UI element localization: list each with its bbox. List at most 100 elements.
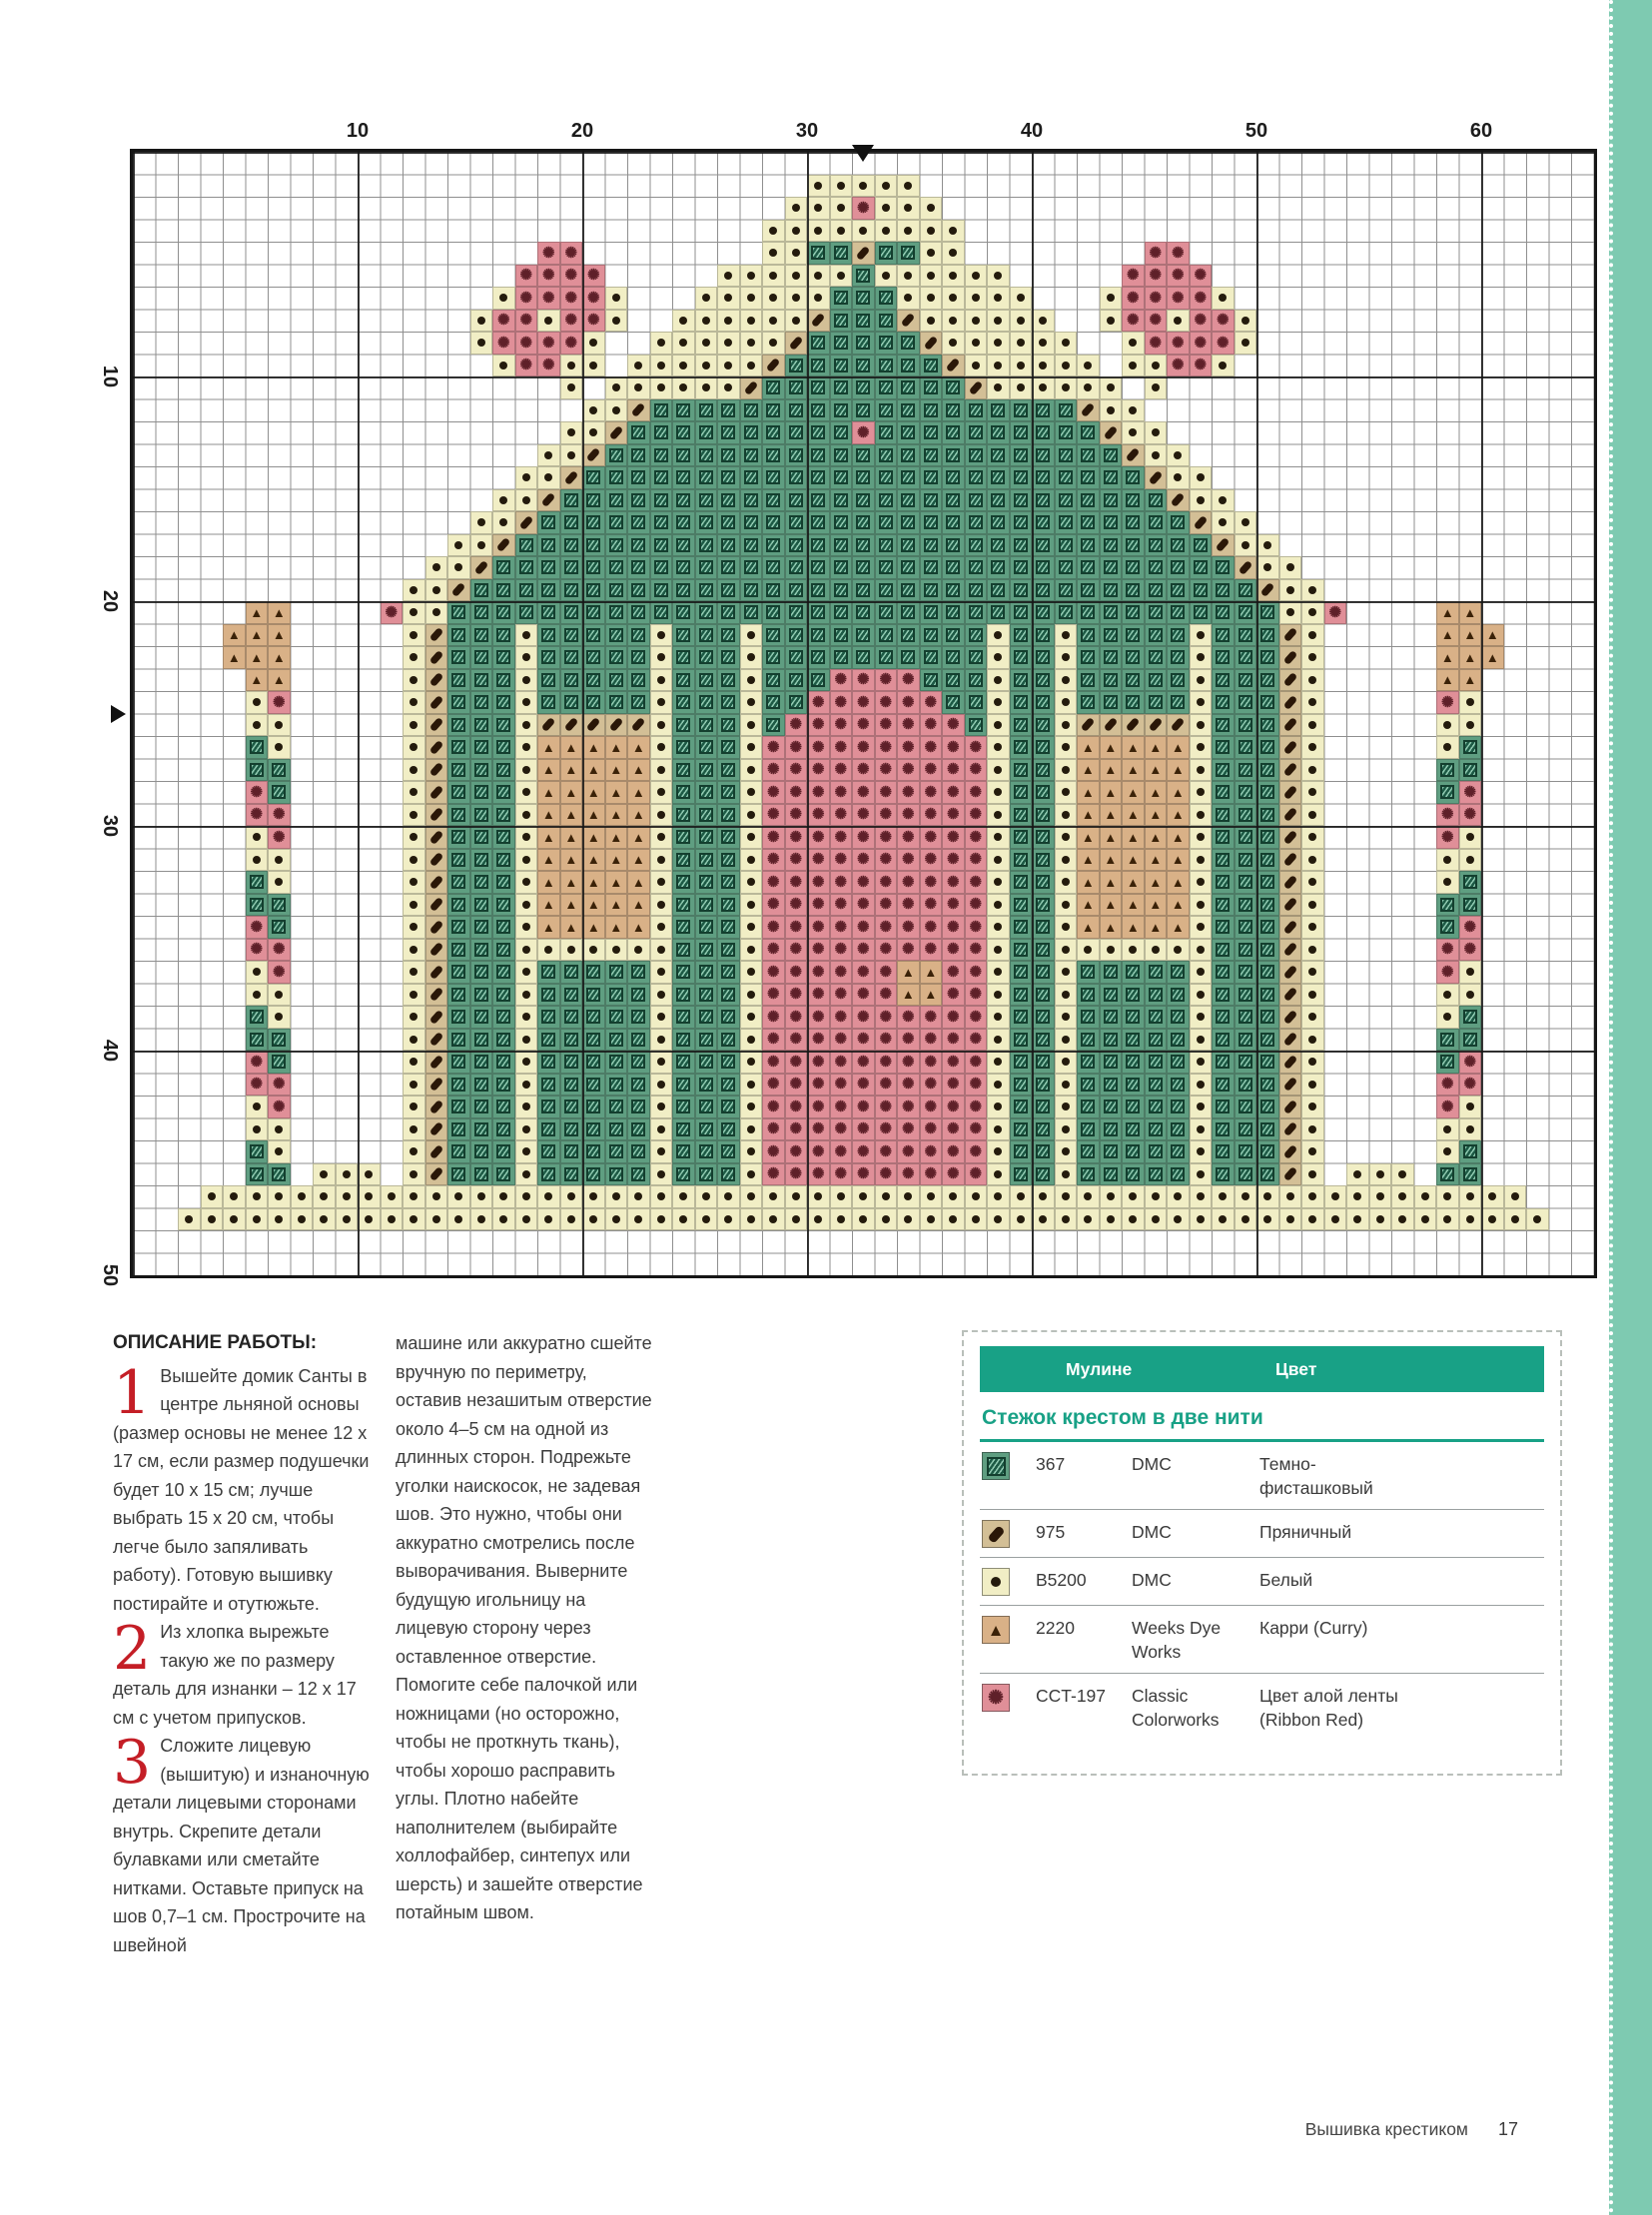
stitch-cell-W bbox=[268, 713, 291, 736]
stitch-cell-G bbox=[1077, 443, 1100, 466]
stitch-cell-C: ▲ bbox=[1458, 668, 1481, 691]
stitch-cell-G bbox=[447, 736, 470, 759]
stitch-cell-G bbox=[492, 601, 515, 624]
stitch-cell-G bbox=[1099, 466, 1122, 489]
stitch-cell-W bbox=[1436, 713, 1459, 736]
stitch-cell-G bbox=[672, 871, 695, 894]
stitch-cell-W bbox=[582, 1207, 605, 1230]
stitch-cell-W bbox=[1413, 1207, 1436, 1230]
stitch-cell-G bbox=[897, 511, 920, 534]
stitch-cell-C: ▲ bbox=[1144, 916, 1167, 939]
stitch-cell-P: ✺ bbox=[537, 287, 560, 310]
stitch-cell-G bbox=[807, 332, 830, 355]
stitch-cell-W bbox=[514, 1140, 537, 1163]
stitch-cell-W bbox=[739, 871, 762, 894]
stitch-cell-W bbox=[403, 736, 425, 759]
stitch-cell-G bbox=[1256, 736, 1279, 759]
stitch-cell-W bbox=[1032, 354, 1055, 376]
stitch-cell-G bbox=[469, 1140, 492, 1163]
stitch-cell-C: ▲ bbox=[582, 758, 605, 781]
stitch-cell-G bbox=[1234, 781, 1256, 804]
stitch-cell-W bbox=[403, 826, 425, 849]
stitch-cell-P: ✺ bbox=[537, 242, 560, 265]
stitch-cell-C: ▲ bbox=[268, 668, 291, 691]
stitch-cell-P: ✺ bbox=[942, 826, 965, 849]
stitch-cell-C: ▲ bbox=[604, 736, 627, 759]
stitch-cell-G bbox=[1167, 511, 1190, 534]
stitch-cell-G bbox=[604, 511, 627, 534]
stitch-cell-G bbox=[469, 893, 492, 916]
stitch-cell-G bbox=[1256, 1028, 1279, 1051]
stitch-cell-W bbox=[1077, 938, 1100, 961]
thread-color-name: Белый bbox=[1259, 1570, 1313, 1590]
stitch-cell-G bbox=[1122, 1117, 1145, 1140]
stitch-cell-B bbox=[1278, 1028, 1301, 1051]
stitch-cell-W bbox=[1054, 736, 1077, 759]
stitch-cell-P: ✺ bbox=[829, 1162, 852, 1185]
stitch-cell-C: ▲ bbox=[223, 646, 246, 669]
stitch-cell-W bbox=[987, 803, 1010, 826]
stitch-cell-W bbox=[1458, 1096, 1481, 1118]
stitch-cell-W bbox=[1189, 1073, 1212, 1096]
stitch-cell-G bbox=[537, 983, 560, 1006]
stitch-cell-B bbox=[1234, 556, 1256, 579]
stitch-cell-G bbox=[1234, 646, 1256, 669]
stitch-cell-W bbox=[447, 1185, 470, 1208]
stitch-cell-G bbox=[559, 961, 582, 984]
stitch-cell-G bbox=[807, 556, 830, 579]
stitch-cell-P: ✺ bbox=[919, 713, 942, 736]
stitch-cell-G bbox=[1009, 488, 1032, 511]
stitch-cell-G bbox=[1189, 556, 1212, 579]
stitch-cell-P: ✺ bbox=[1212, 309, 1235, 332]
stitch-cell-P: ✺ bbox=[784, 1117, 807, 1140]
stitch-cell-G bbox=[537, 623, 560, 646]
stitch-cell-G bbox=[1144, 1028, 1167, 1051]
stitch-cell-P: ✺ bbox=[807, 713, 830, 736]
stitch-cell-P: ✺ bbox=[807, 826, 830, 849]
stitch-cell-B bbox=[559, 466, 582, 489]
stitch-cell-G bbox=[672, 893, 695, 916]
stitch-cell-P: ✺ bbox=[919, 1006, 942, 1029]
stitch-cell-W bbox=[649, 871, 672, 894]
stitch-cell-G bbox=[1212, 916, 1235, 939]
stitch-cell-G bbox=[1077, 983, 1100, 1006]
stitch-cell-W bbox=[897, 1207, 920, 1230]
stitch-cell-P: ✺ bbox=[245, 938, 268, 961]
stitch-cell-W bbox=[807, 174, 830, 197]
stitch-cell-W bbox=[829, 197, 852, 220]
stitch-cell-P: ✺ bbox=[897, 713, 920, 736]
stitch-cell-P: ✺ bbox=[982, 1684, 1010, 1712]
stitch-cell-G bbox=[1009, 623, 1032, 646]
stitch-cell-W bbox=[1368, 1207, 1391, 1230]
stitch-cell-G bbox=[537, 646, 560, 669]
stitch-cell-W bbox=[874, 1185, 897, 1208]
stitch-cell-B bbox=[1099, 421, 1122, 444]
stitch-cell-W bbox=[897, 264, 920, 287]
stitch-cell-G bbox=[829, 309, 852, 332]
stitch-cell-W bbox=[1122, 398, 1145, 421]
stitch-cell-G bbox=[604, 601, 627, 624]
stitch-cell-C: ▲ bbox=[1077, 758, 1100, 781]
stitch-cell-P: ✺ bbox=[1323, 601, 1346, 624]
stitch-cell-C: ▲ bbox=[268, 646, 291, 669]
stitch-cell-G bbox=[1009, 826, 1032, 849]
step-number: 1 bbox=[113, 1357, 152, 1428]
stitch-cell-P: ✺ bbox=[919, 1073, 942, 1096]
thread-color-name: Цвет алой ленты (Ribbon Red) bbox=[1259, 1686, 1398, 1730]
stitch-cell-G bbox=[1212, 668, 1235, 691]
stitch-cell-G bbox=[469, 916, 492, 939]
stitch-cell-G bbox=[762, 556, 785, 579]
stitch-cell-W bbox=[1301, 646, 1324, 669]
stitch-cell-G bbox=[717, 893, 740, 916]
stitch-cell-B bbox=[559, 713, 582, 736]
stitch-cell-G bbox=[492, 983, 515, 1006]
stitch-cell-W bbox=[1099, 938, 1122, 961]
stitch-cell-W bbox=[380, 1185, 403, 1208]
stitch-cell-G bbox=[514, 601, 537, 624]
stitch-cell-G bbox=[649, 578, 672, 601]
stitch-cell-G bbox=[1009, 601, 1032, 624]
column-label: 40 bbox=[1020, 120, 1044, 142]
stitch-cell-G bbox=[919, 511, 942, 534]
stitch-cell-P: ✺ bbox=[942, 1028, 965, 1051]
stitch-cell-G bbox=[649, 421, 672, 444]
